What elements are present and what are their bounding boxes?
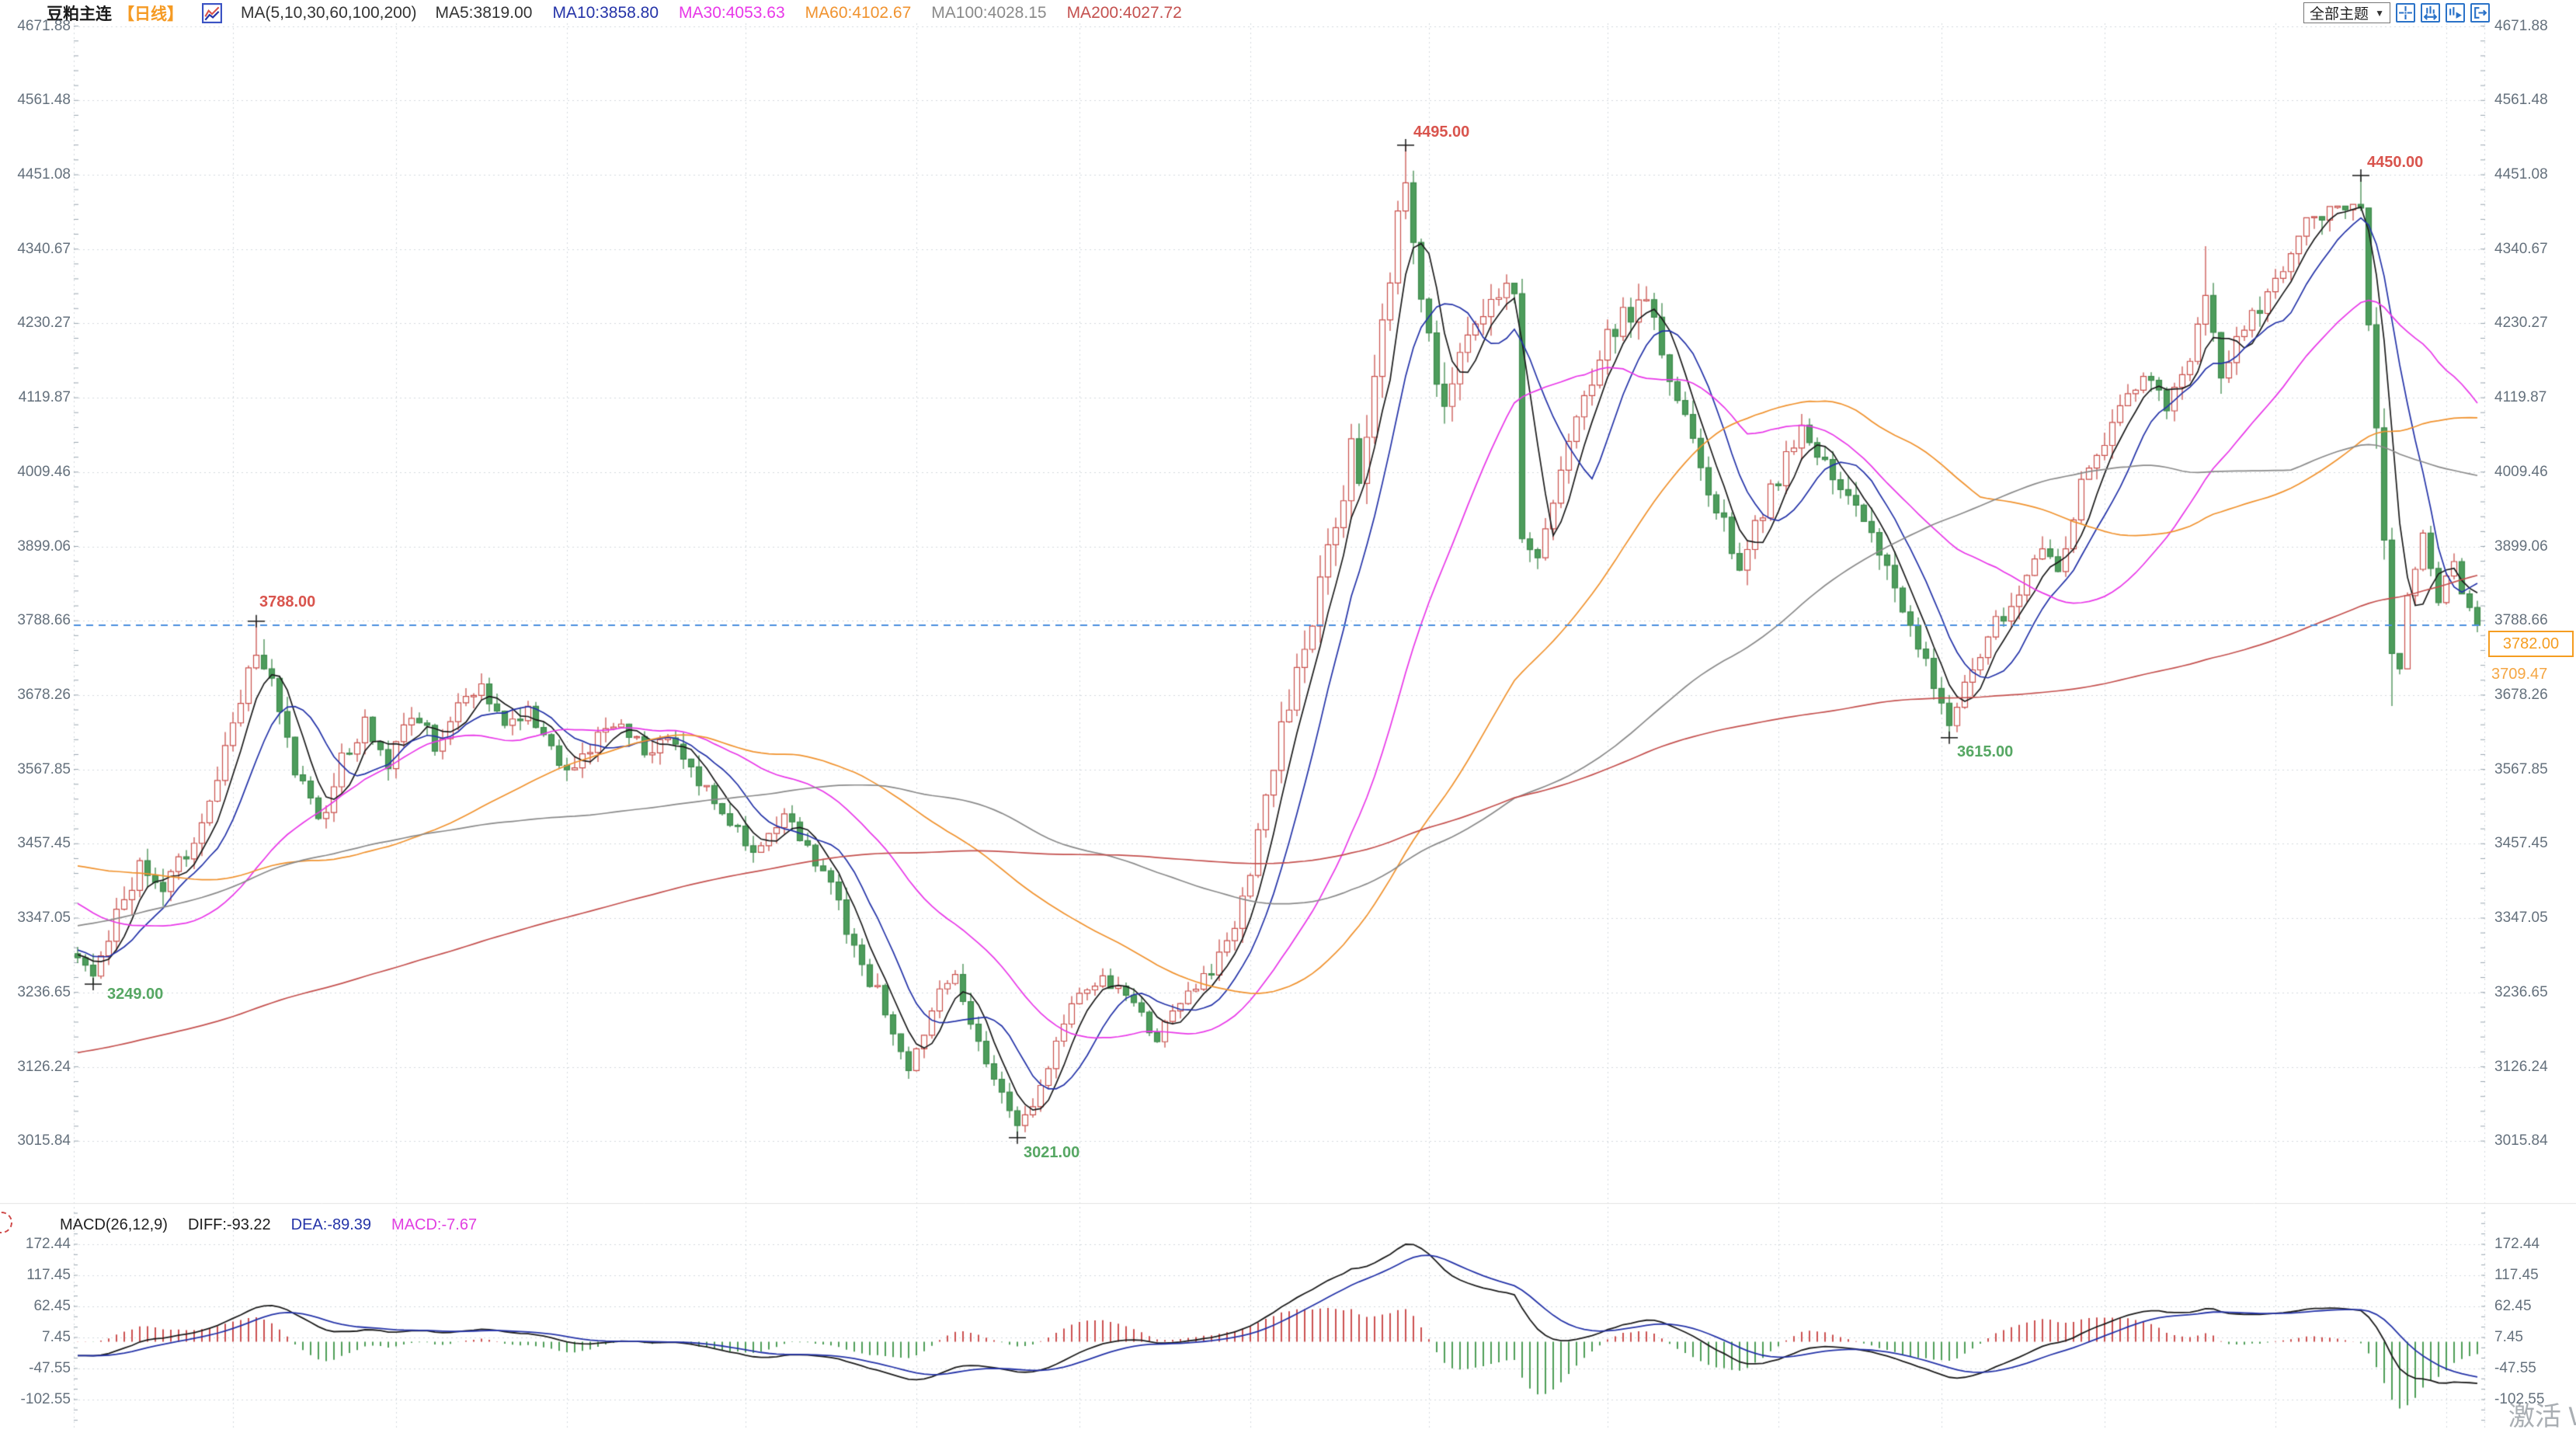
price-axis-label: 3567.85 [2494, 760, 2548, 777]
price-annotation: 3615.00 [1957, 743, 2014, 760]
price-axis-label: 4230.27 [17, 315, 71, 332]
macd-axis-label: 172.44 [25, 1235, 71, 1252]
macd-axis-label: 62.45 [33, 1297, 71, 1314]
secondary-price-tag: 3709.47 [2491, 665, 2548, 683]
price-annotation: 3788.00 [259, 593, 316, 610]
price-axis-label: 3899.06 [17, 537, 71, 555]
price-annotation: 4495.00 [1413, 123, 1470, 141]
price-axis-label: 3567.85 [17, 760, 71, 777]
price-axis-label: 4009.46 [17, 463, 71, 480]
price-axis-label: 4119.87 [2494, 389, 2547, 406]
macd-params-label: MACD(26,12,9) [60, 1216, 168, 1233]
fit-width-icon[interactable] [2421, 3, 2440, 23]
price-axis-label: 3899.06 [2494, 537, 2548, 555]
price-axis-label: 4561.48 [2494, 92, 2548, 109]
price-axis-label: 4671.88 [2494, 17, 2548, 34]
price-axis-label: 3015.84 [17, 1132, 71, 1150]
price-axis-label: 4671.88 [17, 17, 71, 34]
macd-axis-label: 117.45 [26, 1266, 71, 1283]
theme-dropdown[interactable]: 全部主题 ▼ [2303, 2, 2390, 23]
price-axis-label: 4340.67 [2494, 240, 2548, 257]
price-axis-label: 4451.08 [17, 166, 71, 183]
ma-legend-item: MA200:4027.72 [1066, 4, 1182, 22]
price-axis-label: 3347.05 [2494, 910, 2548, 927]
current-price-tag: 3782.00 [2488, 631, 2574, 658]
macd-axis-label: 7.45 [42, 1328, 71, 1345]
price-annotation: 3021.00 [1024, 1143, 1080, 1161]
macd-dea-value: DEA:-89.39 [290, 1216, 372, 1233]
price-axis-label: 3236.65 [17, 983, 71, 1000]
price-axis-label: 4119.87 [18, 389, 71, 406]
chevron-down-icon: ▼ [2375, 7, 2384, 19]
macd-axis-label: 117.45 [2494, 1266, 2539, 1283]
price-axis-label: 4009.46 [2494, 463, 2548, 480]
ma-legend-item: MA60:4102.67 [805, 4, 912, 22]
price-axis-label: 3126.24 [2494, 1058, 2548, 1075]
price-axis-label: 4340.67 [17, 240, 71, 257]
price-axis-label: 3788.66 [2494, 612, 2548, 629]
theme-dropdown-label: 全部主题 [2310, 6, 2369, 23]
ma-legend-item: MA30:4053.63 [679, 4, 785, 22]
price-axis-label: 3236.65 [2494, 983, 2548, 1000]
chart-header: 豆粕主连 【日线】 MA(5,10,30,60,100,200) MA5:381… [47, 2, 1202, 25]
go-to-latest-icon[interactable] [2446, 3, 2465, 23]
ma-legend-item: MA10:3858.80 [552, 4, 659, 22]
macd-axis-label: -47.55 [29, 1359, 71, 1376]
price-axis-label: 3678.26 [17, 686, 71, 703]
macd-axis-label: 62.45 [2494, 1297, 2532, 1314]
period-label: 【日线】 [118, 5, 183, 23]
price-axis-label: 3347.05 [17, 910, 71, 927]
macd-axis-label: -102.55 [2494, 1390, 2545, 1407]
symbol-name: 豆粕主连 [47, 5, 112, 23]
price-axis-label: 4561.48 [17, 92, 71, 109]
price-axis-label: 3126.24 [17, 1058, 71, 1075]
ma-params-label: MA(5,10,30,60,100,200) [241, 4, 417, 22]
ma-legend: MA5:3819.00 MA10:3858.80 MA30:4053.63 MA60:… [436, 4, 1202, 23]
macd-header: MACD(26,12,9) DIFF:-93.22 DEA:-89.39 MAC… [60, 1216, 477, 1234]
price-axis-label: 3457.45 [2494, 835, 2548, 852]
macd-axis-label: 172.44 [2494, 1235, 2540, 1252]
macd-axis-label: 7.45 [2494, 1328, 2523, 1345]
macd-macd-value: MACD:-7.67 [391, 1216, 478, 1233]
pop-out-icon[interactable] [2470, 3, 2490, 23]
price-axis-label: 3678.26 [2494, 686, 2548, 703]
price-axis-label: 3015.84 [2494, 1132, 2548, 1150]
macd-axis-label: -47.55 [2494, 1359, 2536, 1376]
price-annotation: 4450.00 [2367, 153, 2424, 171]
ma-legend-item: MA100:4028.15 [931, 4, 1047, 22]
price-axis-label: 4451.08 [2494, 166, 2548, 183]
macd-diff-value: DIFF:-93.22 [187, 1216, 271, 1233]
top-toolbar: 全部主题 ▼ [2303, 2, 2490, 23]
ma-legend-item: MA5:3819.00 [435, 4, 533, 22]
price-axis-label: 3788.66 [17, 612, 71, 629]
activate-windows-watermark: 激活 Windows [2508, 1402, 2576, 1431]
price-axis-label: 4230.27 [2494, 315, 2548, 332]
pan-icon[interactable] [2396, 3, 2415, 23]
price-axis-label: 3457.45 [17, 835, 71, 852]
price-annotation: 3249.00 [107, 986, 164, 1003]
chart-type-icon[interactable] [202, 3, 222, 23]
macd-axis-label: -102.55 [20, 1390, 71, 1407]
